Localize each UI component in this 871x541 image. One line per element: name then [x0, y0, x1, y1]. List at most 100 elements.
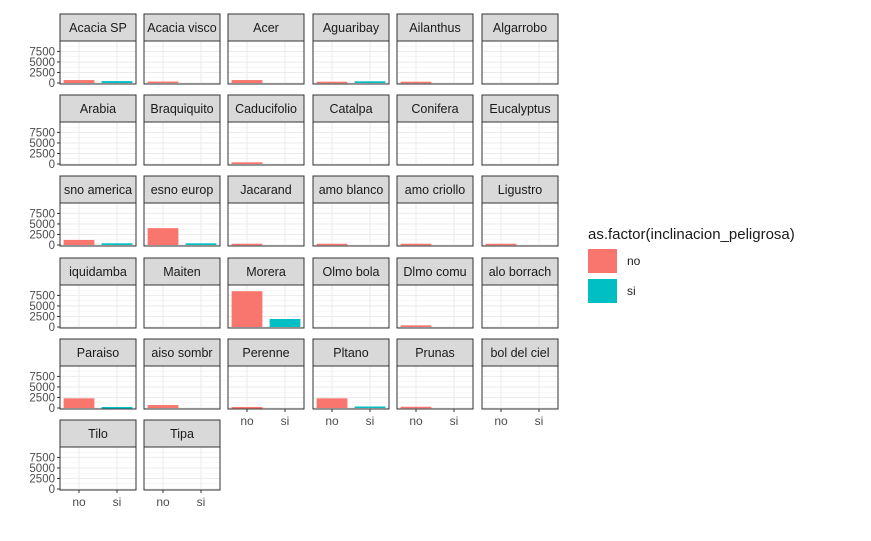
panel-background [144, 366, 220, 409]
facet-strip-label: Ligustro [498, 183, 543, 197]
panel-background [482, 41, 558, 84]
panel-background [144, 41, 220, 84]
y-tick-label: 5000 [29, 301, 55, 313]
panel-background [482, 366, 558, 409]
y-tick-label: 7500 [29, 127, 55, 139]
y-tick-label: 2500 [29, 392, 55, 404]
panel-background [313, 285, 389, 328]
panel-border [312, 365, 390, 410]
facet-strip-label: Algarrobo [493, 21, 547, 35]
panel-border [312, 284, 390, 329]
y-tick-label: 2500 [29, 229, 55, 241]
bar-si [269, 319, 301, 327]
facet-strip [59, 13, 137, 42]
panel-border [59, 284, 137, 329]
panel-border [481, 365, 559, 410]
facet-strip-label: Paraiso [77, 346, 119, 360]
panel-background [397, 366, 473, 409]
panel-border [143, 40, 221, 85]
bar-no [316, 243, 348, 246]
y-tick-label: 2500 [29, 473, 55, 485]
facet-strip [227, 94, 305, 123]
panel-border [227, 284, 305, 329]
bar-no [147, 405, 179, 408]
facet-strip [59, 338, 137, 367]
y-tick-label: 7500 [29, 371, 55, 383]
bar-no [485, 243, 517, 246]
y-tick-label: 7500 [29, 46, 55, 58]
panel-background [228, 203, 304, 246]
y-tick-label: 5000 [29, 382, 55, 394]
facet-strip-label: Braquiquito [150, 102, 213, 116]
facet-strip-label: Ailanthus [409, 21, 460, 35]
y-tick-label: 5000 [29, 57, 55, 69]
facet-strip-label: Arabia [80, 102, 116, 116]
panel-background [60, 122, 136, 165]
facet-strip-label: Dlmo comu [403, 265, 466, 279]
panel-border [227, 40, 305, 85]
y-tick-label: 5000 [29, 463, 55, 475]
panel-border [227, 365, 305, 410]
facet-strip-label: Maiten [163, 265, 201, 279]
panel-background [60, 447, 136, 490]
y-tick-label: 7500 [29, 452, 55, 464]
legend-label-no: no [627, 254, 641, 268]
bar-no [231, 162, 263, 164]
panel-background [60, 41, 136, 84]
panel-background [144, 285, 220, 328]
y-tick-label: 7500 [29, 208, 55, 220]
bar-no [400, 243, 432, 246]
panel-background [60, 203, 136, 246]
panel-border [396, 284, 474, 329]
panel-background [397, 203, 473, 246]
facet-strip [143, 13, 221, 42]
legend-swatch-no [588, 249, 617, 273]
facet-strip [481, 338, 559, 367]
panel-border [481, 121, 559, 166]
facet-strip [396, 175, 474, 204]
bar-si [101, 81, 133, 83]
facet-strip-label: Tipa [170, 427, 194, 441]
panel-border [59, 202, 137, 247]
facet-strip-label: esno europ [151, 183, 214, 197]
facet-strip-label: amo blanco [319, 183, 384, 197]
facet-strip-label: Acacia visco [147, 21, 217, 35]
facet-strip-label: Aguaribay [323, 21, 380, 35]
facet-strip [312, 94, 390, 123]
panel-background [60, 285, 136, 328]
panel-background [313, 203, 389, 246]
facet-strip-label: Conifera [411, 102, 458, 116]
facet-strip-label: amo criollo [405, 183, 465, 197]
facet-strip [143, 257, 221, 286]
x-tick-label: si [366, 414, 375, 428]
panel-border [227, 202, 305, 247]
panel-background [397, 41, 473, 84]
facet-strip [481, 257, 559, 286]
panel-border [143, 121, 221, 166]
bar-no [63, 80, 95, 83]
y-tick-label: 2500 [29, 311, 55, 323]
facet-strip [312, 257, 390, 286]
panel-background [397, 285, 473, 328]
panel-border [481, 202, 559, 247]
panel-border [59, 446, 137, 491]
bar-no [231, 291, 263, 327]
panel-background [144, 122, 220, 165]
facet-strip [227, 13, 305, 42]
legend: as.factor(inclinacion_peligrosa) no si [588, 226, 795, 303]
x-tick-label: si [197, 495, 206, 509]
panel-border [227, 121, 305, 166]
facet-strip [143, 94, 221, 123]
panel-background [228, 41, 304, 84]
bar-si [185, 243, 217, 245]
panel-background [397, 122, 473, 165]
y-tick-label: 5000 [29, 138, 55, 150]
x-tick-label: si [535, 414, 544, 428]
panel-border [59, 365, 137, 410]
facet-strip [396, 13, 474, 42]
bar-no [400, 406, 432, 409]
panel-background [144, 447, 220, 490]
panel-border [396, 202, 474, 247]
facet-strip [143, 175, 221, 204]
x-tick-label: si [450, 414, 459, 428]
